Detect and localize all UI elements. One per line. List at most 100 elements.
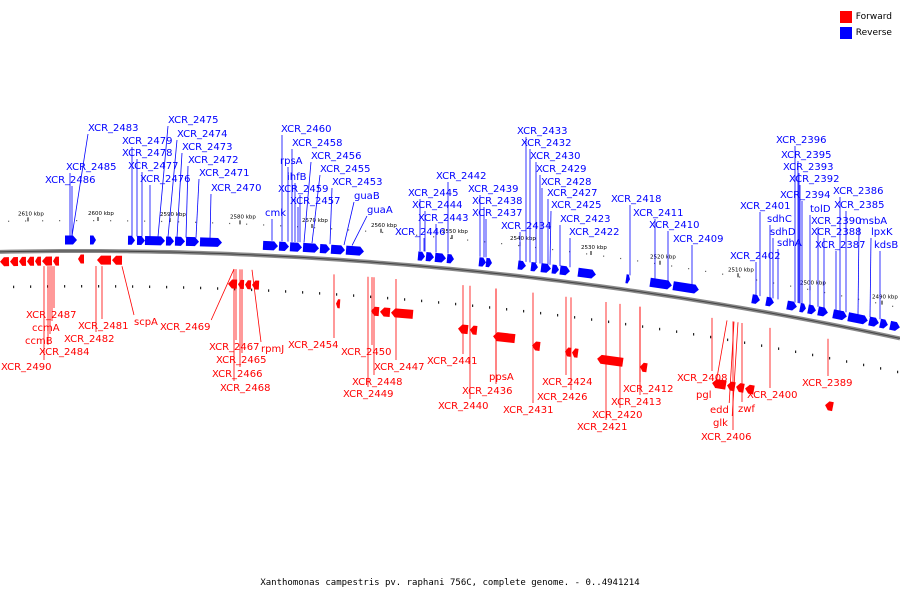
guide-dot (421, 299, 423, 303)
reverse-gene-label: XCR_2393 (783, 162, 834, 173)
guide-dot (8, 220, 10, 222)
guide-dot (637, 260, 639, 262)
guide-dot (705, 270, 707, 272)
forward-gene-label: zwf (738, 404, 755, 415)
legend-reverse-label: Reverse (855, 28, 892, 38)
guide-dot (795, 350, 797, 354)
forward-gene-label: XCR_2440 (438, 401, 489, 412)
reverse-gene-label: XCR_2442 (436, 171, 487, 182)
reverse-gene-label: XCR_2437 (472, 208, 523, 219)
forward-gene-label: ccmB (25, 336, 53, 347)
reverse-gene-arrow (144, 236, 165, 246)
guide-dot (42, 220, 44, 222)
reverse-gene-label: XCR_2439 (468, 184, 519, 195)
forward-gene-arrow (572, 348, 579, 358)
tick-label: 2570 kbp (302, 218, 328, 224)
guide-dot (183, 286, 185, 289)
guide-dot (161, 220, 163, 223)
reverse-gene-label: XCR_2485 (66, 162, 117, 173)
forward-gene-arrow (597, 354, 624, 367)
reverse-connector (869, 237, 872, 318)
guide-dot (25, 220, 27, 222)
reverse-gene-label: sdhC (767, 214, 792, 225)
forward-gene-arrow (736, 383, 745, 393)
forward-gene-arrow (371, 306, 380, 317)
guide-dot (263, 224, 265, 226)
reverse-gene-label: XCR_2422 (569, 227, 620, 238)
forward-gene-arrow (78, 254, 85, 264)
guide-dot (591, 318, 593, 321)
forward-gene-label: XCR_2465 (216, 355, 267, 366)
reverse-gene-arrow (174, 236, 185, 246)
tick-label: 2600 kbp (88, 211, 114, 217)
reverse-gene-label: XCR_2409 (673, 234, 724, 245)
forward-gene-label: XCR_2450 (341, 347, 392, 358)
guide-dot (489, 306, 491, 309)
reverse-gene-arrow (649, 277, 672, 290)
forward-gene-arrow (19, 256, 27, 266)
reverse-connector (71, 133, 89, 237)
forward-gene-label: XCR_2490 (1, 362, 52, 373)
forward-gene-label: XCR_2487 (26, 310, 77, 321)
forward-gene-arrow (336, 299, 341, 309)
guide-dot (523, 309, 525, 313)
guide-dot (722, 273, 724, 275)
guide-dot (552, 248, 554, 251)
tick-label: 2500 kbp (800, 280, 826, 286)
reverse-gene-arrow (330, 244, 345, 255)
reverse-gene-label: XCR_2418 (611, 194, 662, 205)
forward-gene-label: XCR_2400 (747, 390, 798, 401)
guide-dot (217, 287, 219, 290)
forward-gene-label: XCR_2426 (537, 392, 588, 403)
forward-gene-label: edd (710, 405, 729, 416)
forward-gene-label: scpA (134, 317, 158, 328)
guide-dot (195, 221, 197, 223)
reverse-gene-arrow (345, 245, 364, 256)
guide-dot (76, 220, 78, 222)
reverse-gene-arrow (577, 267, 596, 279)
forward-gene-label: XCR_2412 (623, 384, 674, 395)
forward-gene-arrow (35, 256, 42, 266)
tick-label: 2510 kbp (728, 267, 754, 273)
reverse-gene-label: XCR_2433 (517, 126, 568, 137)
guide-dot (603, 255, 605, 257)
reverse-gene-label: ihfB (287, 172, 307, 183)
guide-dot (212, 222, 214, 224)
guide-dot (659, 327, 661, 331)
guide-dot (178, 221, 180, 223)
reverse-gene-label: cmk (265, 208, 286, 219)
reverse-gene-arrow (127, 235, 135, 245)
reverse-gene-arrow (551, 264, 559, 274)
guide-dot (127, 220, 129, 222)
forward-gene-arrow (10, 257, 19, 267)
ruler-ticks: 2610 kbp 2600 kbp 2590 kbp 2580 kbp 2570 kbp… (8, 211, 898, 374)
guide-dot (518, 244, 520, 247)
guide-dot (450, 237, 452, 239)
reverse-gene-arrow (765, 296, 774, 307)
reverse-connector (195, 178, 200, 238)
guide-dot (285, 290, 287, 293)
guide-dot (455, 302, 457, 306)
guide-dot (149, 285, 151, 289)
guide-dot (790, 285, 792, 287)
reverse-gene-label: lpxK (871, 227, 893, 238)
reverse-gene-label: guaB (354, 191, 380, 202)
guide-dot (841, 295, 843, 297)
guide-dot (98, 285, 100, 288)
guide-dot (676, 330, 678, 333)
forward-gene-label: XCR_2448 (352, 377, 403, 388)
reverse-gene-arrow (847, 312, 868, 325)
guide-dot (625, 322, 627, 326)
reverse-gene-label: XCR_2472 (188, 155, 239, 166)
reverse-gene-arrow (199, 237, 222, 247)
forward-gene-arrow (42, 256, 53, 266)
reverse-gene-label: tolD (810, 204, 831, 215)
guide-dot (756, 279, 758, 281)
reverse-connector (311, 174, 321, 244)
forward-gene-arrow (712, 379, 727, 390)
guide-dot (710, 335, 712, 339)
forward-gene-label: XCR_2484 (39, 347, 90, 358)
forward-gene-arrow (238, 279, 245, 290)
reverse-gene-label: XCR_2444 (412, 200, 463, 211)
forward-gene-arrow (380, 307, 391, 317)
